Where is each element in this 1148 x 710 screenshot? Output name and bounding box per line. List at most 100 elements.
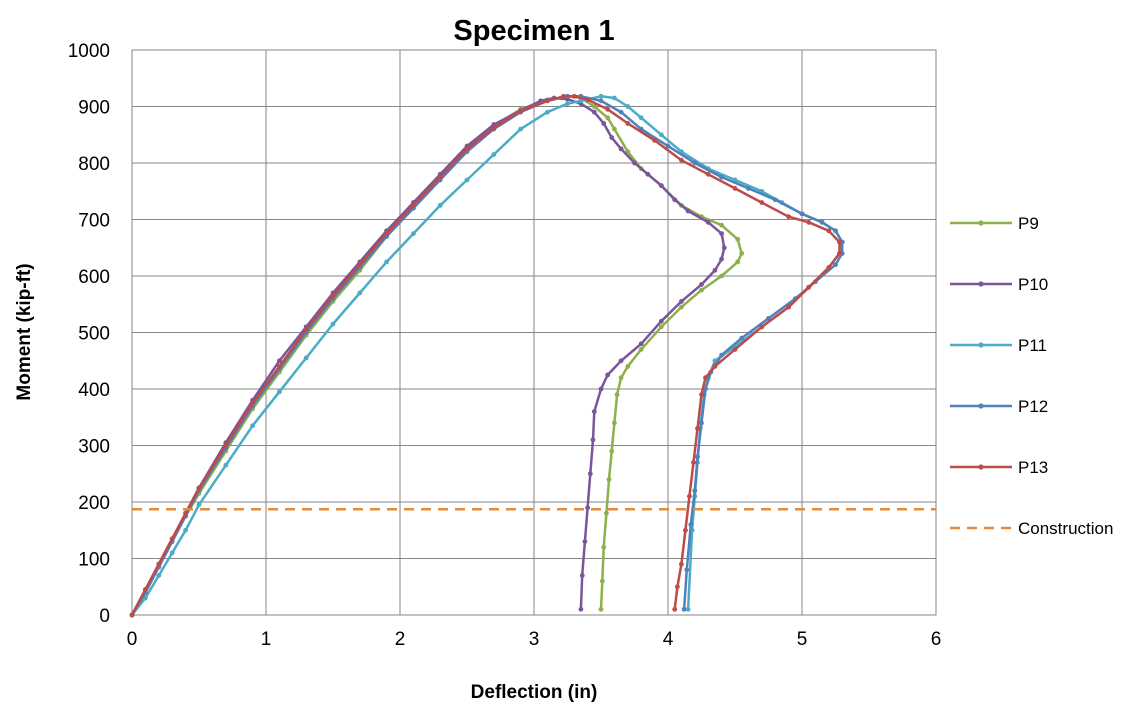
data-point [687,493,692,499]
data-point [712,364,718,369]
data-point [357,262,363,268]
data-point [384,259,389,265]
data-point [612,126,617,132]
data-point [250,423,256,429]
data-point [605,106,611,112]
data-point [357,290,363,296]
data-point [833,228,838,234]
data-point [618,109,624,115]
y-axis-title: Moment (kip-ft) [14,263,35,400]
y-tick-label: 700 [78,211,110,232]
x-axis-title: Deflection (in) [471,682,598,703]
data-point [674,584,680,590]
data-point [582,539,588,544]
data-point [601,121,607,126]
legend-label: P11 [1018,336,1047,355]
data-point [618,146,624,152]
data-point [129,612,135,618]
legend-label: Construction [1018,519,1113,538]
plot-series [129,93,936,618]
data-point [587,471,593,477]
data-point [672,606,678,612]
data-point [772,197,778,203]
x-tick-label: 1 [261,629,272,650]
y-tick-label: 500 [78,324,110,345]
data-point [826,228,832,234]
data-point [545,98,550,104]
data-point [605,115,611,121]
data-point [719,174,724,180]
data-point [683,527,688,533]
data-point [699,420,704,426]
data-point [601,544,607,550]
legend-label: P12 [1018,397,1048,416]
x-tick-label: 0 [127,629,138,650]
data-point [712,267,718,273]
data-point [606,477,612,482]
data-point [545,109,550,115]
data-point [632,160,637,166]
data-point [625,121,631,126]
data-point [411,202,416,208]
data-point [571,93,577,99]
data-point [625,364,631,369]
legend-marker [978,220,984,226]
data-point [437,202,443,208]
data-point [837,239,842,245]
data-point [679,304,684,310]
data-point [464,177,470,183]
data-point [719,222,724,228]
data-point [590,437,596,443]
y-tick-label: 900 [78,98,110,119]
data-point [156,561,162,567]
data-point [695,454,700,460]
data-point [699,392,704,398]
data-point [605,372,611,378]
chart-title: Specimen 1 [453,15,614,47]
data-point [437,174,443,180]
legend-marker [978,342,984,348]
series-line-p9 [130,95,743,616]
data-point [759,200,765,205]
data-point [598,386,604,392]
data-point [196,485,202,491]
data-point [609,135,615,140]
legend-item-p11: P11 [950,336,1047,355]
data-point [735,259,741,265]
data-point [652,138,657,143]
data-point [703,375,708,381]
data-point [638,115,644,121]
data-point [330,321,336,327]
legend: P9 P10 P11 P12 P13 Construction [950,214,1113,538]
series-line-p12 [130,95,844,616]
legend-label: P9 [1018,214,1039,233]
legend-marker [978,403,984,409]
data-point [223,443,229,448]
y-tick-label: 400 [78,380,110,401]
data-point [303,355,309,361]
data-point [612,420,617,426]
data-point [612,95,617,101]
data-point [169,550,175,556]
data-point [658,318,664,324]
series-line-p10 [130,96,726,616]
legend-label: P10 [1018,275,1048,294]
data-point [672,197,678,203]
x-tick-label: 2 [395,629,406,650]
data-point [719,231,724,237]
data-point [695,426,700,431]
data-point [699,287,704,293]
data-point [638,347,644,352]
data-point [759,324,765,330]
data-point [618,358,624,364]
data-point [183,510,189,516]
data-point [591,104,597,109]
data-point [330,293,336,299]
data-point [411,231,416,237]
data-point [223,462,229,468]
data-point [679,157,684,163]
data-point [303,327,309,333]
data-point [658,324,664,330]
